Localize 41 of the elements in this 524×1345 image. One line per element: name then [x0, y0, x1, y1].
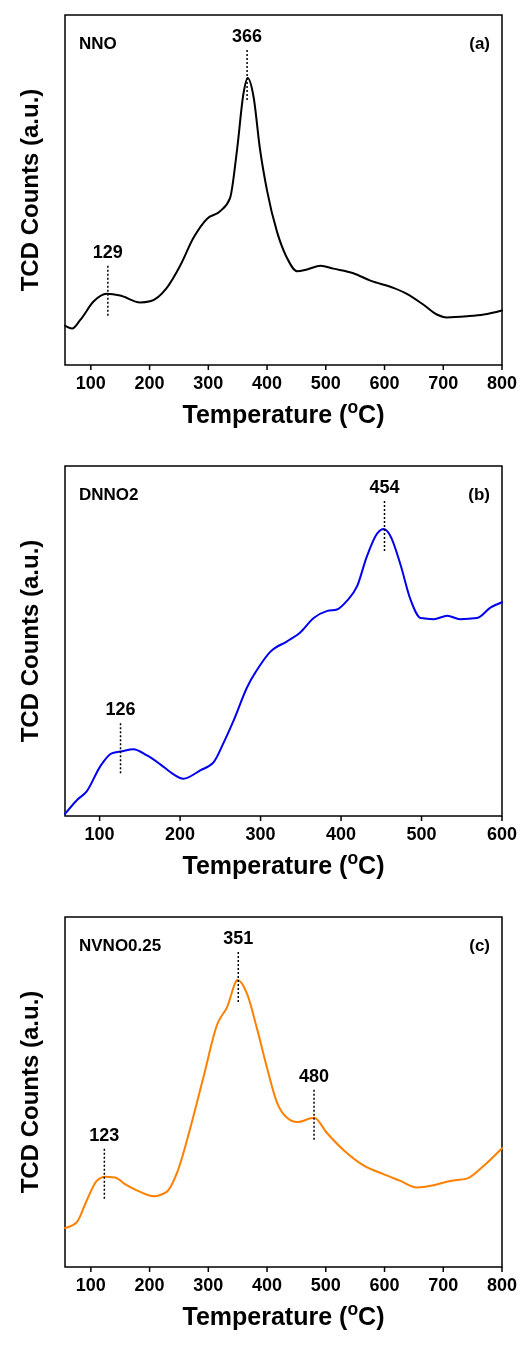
text: NVNO0.25	[79, 936, 162, 955]
x-tick-label: 500	[310, 1275, 341, 1295]
text: NNO	[79, 34, 117, 53]
text: (c)	[469, 936, 490, 955]
annotation: 123	[89, 1124, 120, 1145]
x-tick-label: 100	[75, 373, 106, 393]
x-tick-label: 100	[84, 824, 115, 844]
x-tick-label: 600	[369, 373, 400, 393]
x-tick-label: 500	[406, 824, 437, 844]
x-axis-title: Temperature ($^{o}$C)	[182, 397, 385, 428]
x-tick-label: 500	[310, 373, 341, 393]
text: (a)	[469, 34, 490, 53]
x-tick-label: 100	[75, 1275, 106, 1295]
x-tick-label: 600	[369, 1275, 400, 1295]
annotation: 126	[105, 699, 136, 720]
annotation: 454	[369, 477, 400, 498]
y-axis-title: TCD Counts (a.u.)	[16, 88, 43, 292]
x-tick-label: 400	[252, 373, 283, 393]
annotation: 351	[223, 928, 254, 949]
x-tick-label: 200	[134, 1275, 165, 1295]
x-tick-label: 700	[428, 373, 459, 393]
x-tick-label: 300	[245, 824, 276, 844]
x-tick-label: 200	[165, 824, 196, 844]
x-tick-label: 600	[486, 824, 518, 844]
text: DNNO2	[79, 485, 139, 504]
x-tick-label: 200	[134, 373, 165, 393]
x-tick-label: 800	[486, 1275, 518, 1295]
x-tick-label: 700	[428, 1275, 459, 1295]
annotation: 480	[299, 1065, 330, 1086]
y-axis-title: TCD Counts (a.u.)	[16, 539, 43, 743]
x-tick-label: 400	[252, 1275, 283, 1295]
annotation: 129	[92, 241, 123, 262]
x-tick-label: 300	[193, 373, 224, 393]
x-tick-label: 400	[326, 824, 357, 844]
x-axis-title: Temperature ($^{o}$C)	[182, 1299, 385, 1330]
y-axis-title: TCD Counts (a.u.)	[16, 990, 43, 1194]
text: (b)	[468, 485, 490, 504]
annotation: 366	[232, 26, 263, 47]
x-tick-label: 800	[486, 373, 518, 393]
x-axis-title: Temperature ($^{o}$C)	[182, 848, 385, 879]
x-tick-label: 300	[193, 1275, 224, 1295]
